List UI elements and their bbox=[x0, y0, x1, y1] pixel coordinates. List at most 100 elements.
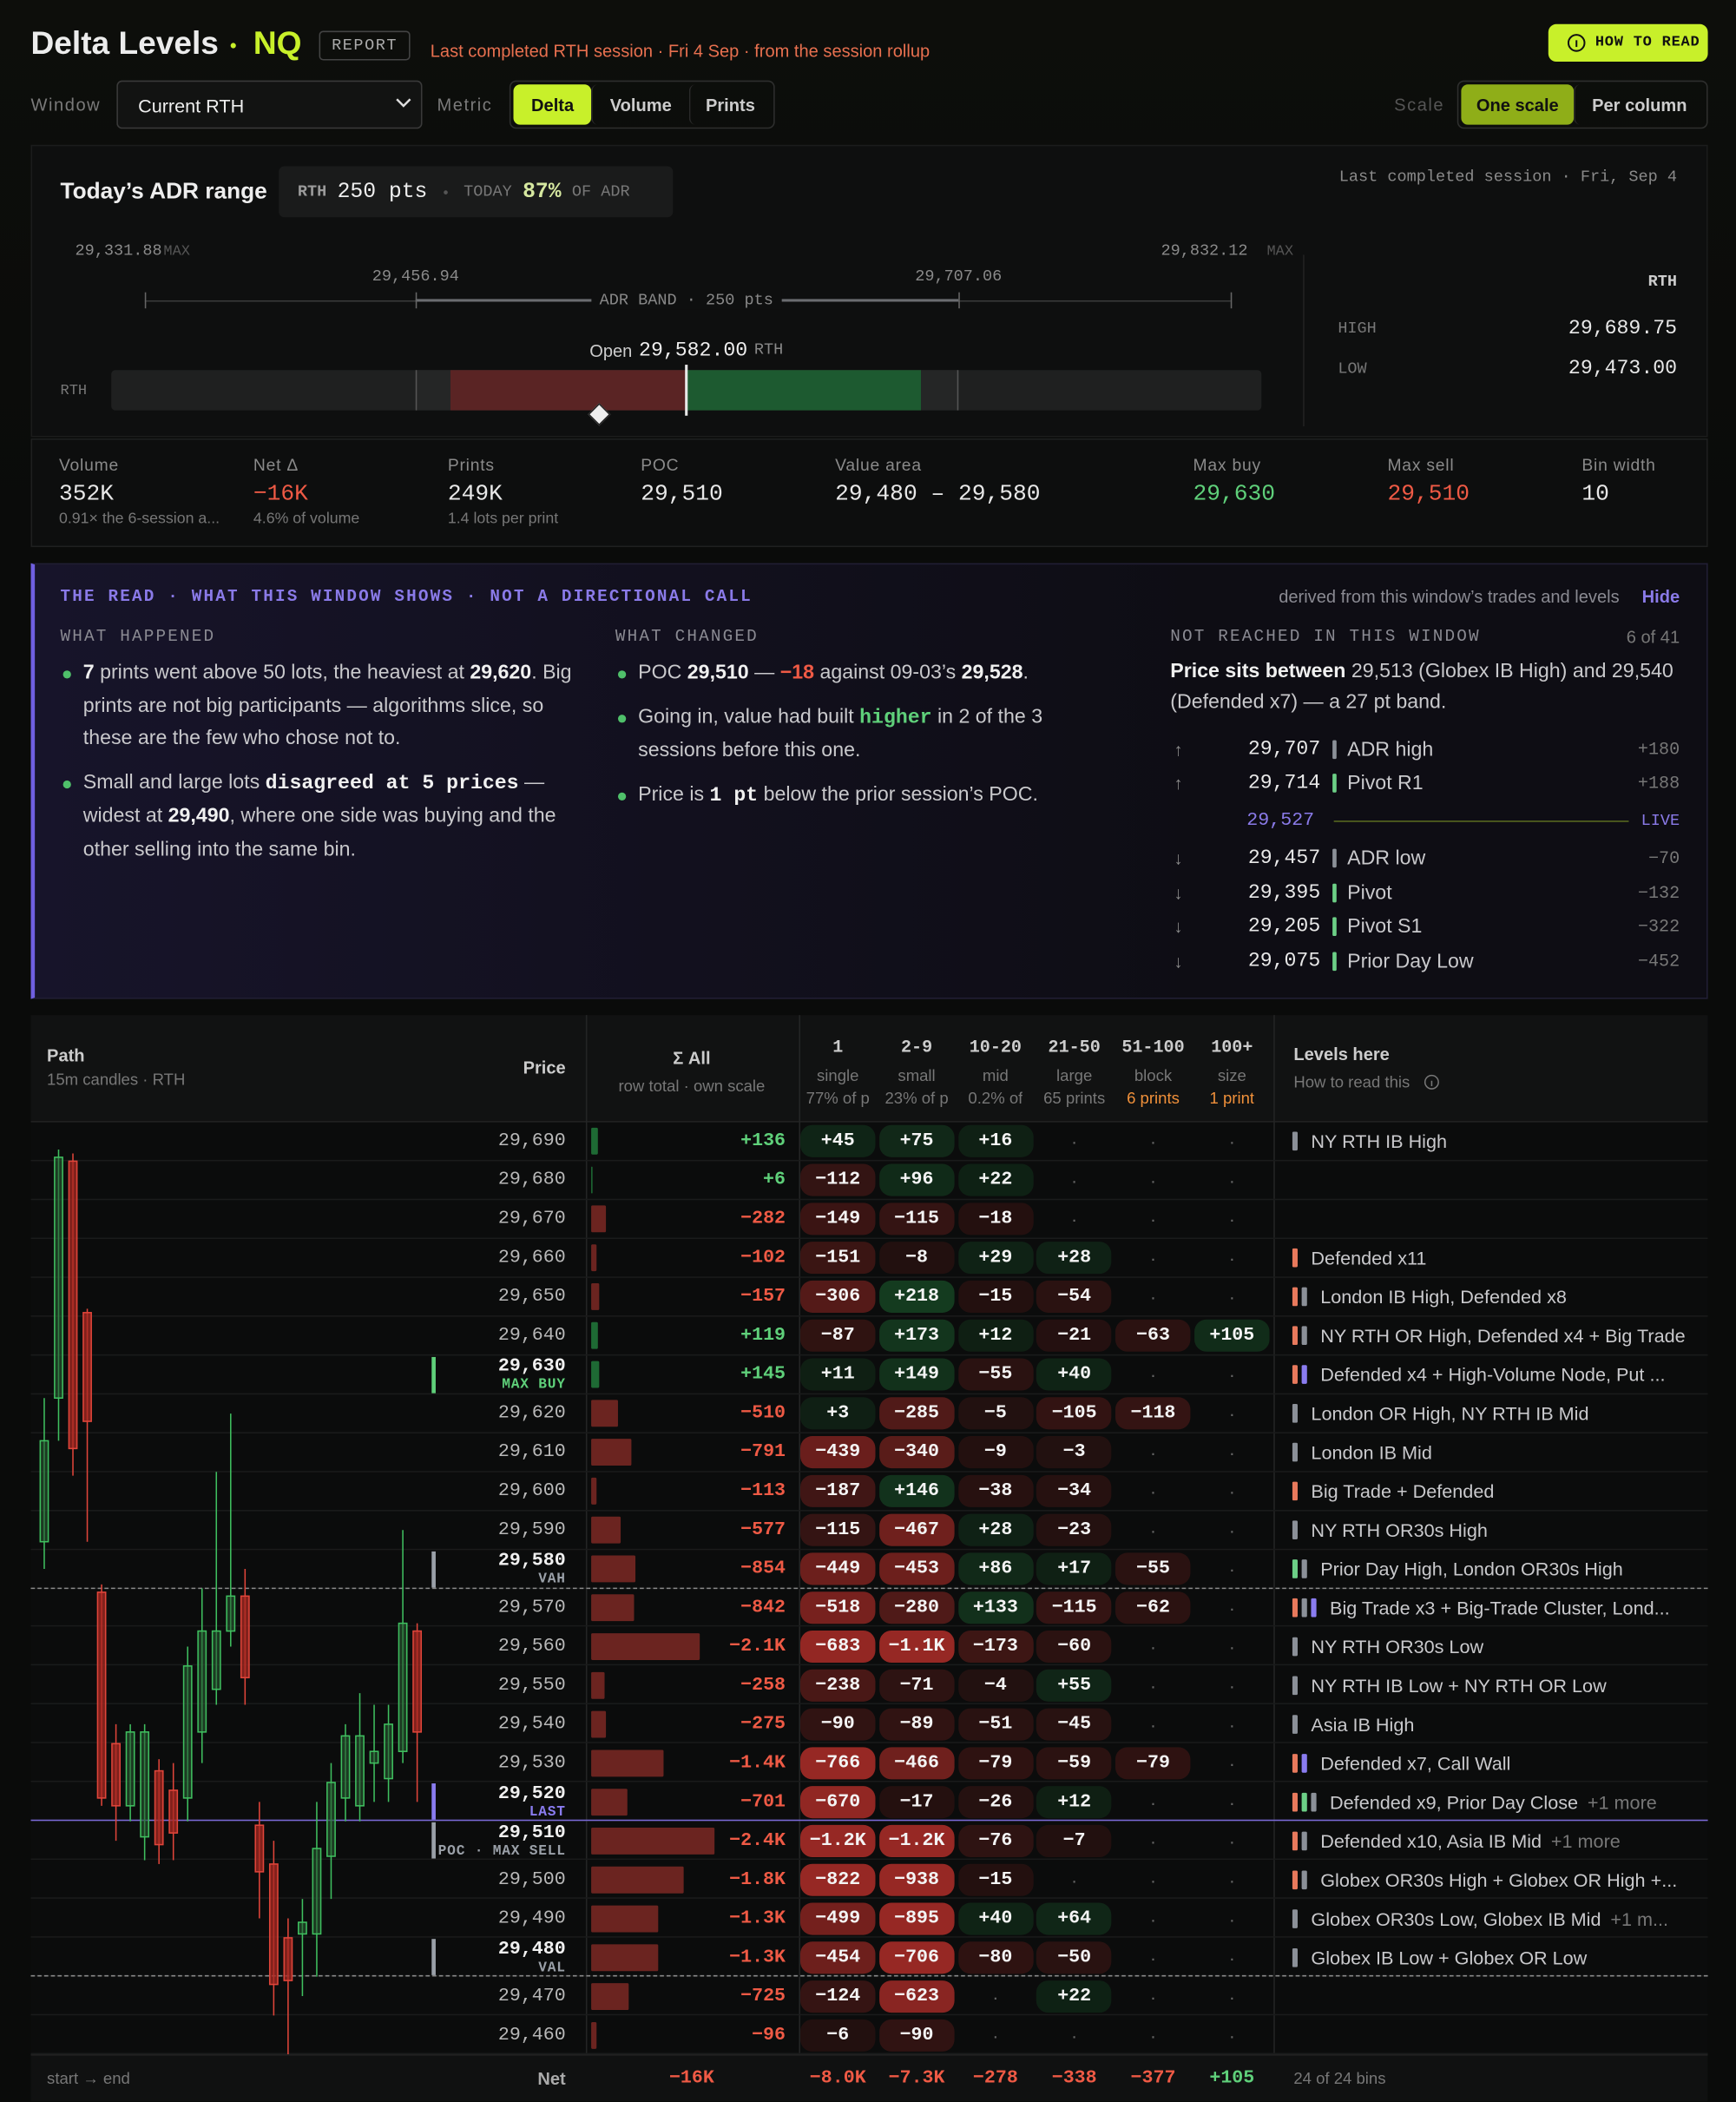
scale-button[interactable]: One scale bbox=[1461, 84, 1575, 125]
empty-cell: · bbox=[1071, 1130, 1078, 1153]
level-name: ADR high bbox=[1347, 738, 1434, 761]
empty-cell: · bbox=[992, 2024, 999, 2046]
text-segment: 29,513 (Globex IB High) and 29,540 (Defe… bbox=[1170, 659, 1674, 714]
info-icon bbox=[1567, 34, 1586, 52]
level-more: +1 more bbox=[1587, 1791, 1657, 1813]
cell: +133 bbox=[957, 1591, 1034, 1624]
window-select[interactable]: Current RTH bbox=[116, 80, 423, 129]
cell: +22 bbox=[1036, 1980, 1112, 2013]
empty-cell: · bbox=[1228, 2024, 1235, 2046]
row-tag: POC · MAX SELL bbox=[437, 1843, 566, 1860]
cell-value: +86 bbox=[978, 1558, 1013, 1580]
row-line bbox=[30, 1664, 1708, 1666]
rth-label: RTH bbox=[297, 182, 327, 201]
cell: −15 bbox=[957, 1281, 1034, 1314]
footer-cell: +105 bbox=[1209, 2067, 1255, 2090]
empty-cell: · bbox=[1149, 1364, 1157, 1386]
cell: −51 bbox=[957, 1708, 1034, 1741]
cell-value: −15 bbox=[978, 1286, 1013, 1308]
row-indicator bbox=[431, 1783, 436, 1821]
cell-value: −112 bbox=[815, 1170, 861, 1192]
read-hide[interactable]: Hide bbox=[1641, 586, 1680, 607]
cell: +17 bbox=[1036, 1552, 1112, 1585]
cell-value: −45 bbox=[1057, 1713, 1092, 1736]
total-bar bbox=[591, 1905, 659, 1932]
row-total: −258 bbox=[740, 1674, 786, 1697]
metric-button[interactable]: Prints bbox=[688, 84, 771, 125]
cell-value: +45 bbox=[820, 1130, 855, 1153]
low-value: 29,473.00 bbox=[1568, 357, 1678, 380]
text-segment: prints went above 50 lots, the heaviest … bbox=[94, 661, 470, 684]
how-to-read-button[interactable]: HOW TO READ bbox=[1548, 23, 1708, 63]
levels-cell: London IB High, Defended x8 bbox=[1292, 1283, 1701, 1310]
empty-cell: · bbox=[1228, 1868, 1235, 1891]
column-note: 77% of p bbox=[806, 1089, 870, 1108]
metric-button[interactable]: Delta bbox=[513, 84, 592, 125]
cell-value: −105 bbox=[1051, 1402, 1097, 1425]
cell-value: −34 bbox=[1057, 1480, 1092, 1502]
cell: −62 bbox=[1115, 1591, 1191, 1624]
empty-cell: · bbox=[1149, 1441, 1157, 1464]
total-bar bbox=[591, 1982, 628, 2010]
levels-sub[interactable]: How to read this bbox=[1293, 1072, 1410, 1092]
cell: +75 bbox=[878, 1125, 955, 1158]
metric-button[interactable]: Volume bbox=[591, 84, 689, 125]
row-total: −854 bbox=[740, 1558, 786, 1580]
column-name: mid bbox=[982, 1065, 1009, 1085]
cell-value: +96 bbox=[899, 1170, 934, 1192]
low-label: LOW bbox=[1338, 359, 1367, 379]
column-name: small bbox=[898, 1065, 936, 1085]
stat-value: 249K bbox=[447, 482, 503, 508]
empty-cell: · bbox=[1228, 1636, 1235, 1657]
cell: −63 bbox=[1115, 1320, 1191, 1353]
level-marker bbox=[1292, 1326, 1298, 1346]
total-bar bbox=[591, 1128, 599, 1156]
cell-value: +55 bbox=[1057, 1674, 1092, 1697]
candle-body bbox=[68, 1160, 78, 1450]
live-label: LIVE bbox=[1641, 811, 1680, 830]
cell-value: −683 bbox=[815, 1636, 861, 1657]
footer-net: Net bbox=[537, 2068, 566, 2089]
cell: +218 bbox=[878, 1281, 955, 1314]
row-line bbox=[30, 1354, 1708, 1356]
scale-button[interactable]: Per column bbox=[1574, 84, 1704, 125]
read-panel bbox=[30, 563, 1708, 999]
level-marker bbox=[1292, 1792, 1298, 1812]
cell-value: −453 bbox=[894, 1558, 939, 1580]
level-marker bbox=[1332, 952, 1337, 972]
rth-value: 250 pts bbox=[337, 179, 428, 204]
total-bar bbox=[591, 1594, 635, 1622]
stat-label: Prints bbox=[447, 456, 495, 475]
text-segment: — widest at bbox=[82, 770, 545, 827]
up-segment bbox=[686, 370, 922, 411]
footer-cell: −377 bbox=[1130, 2067, 1176, 2090]
cell-value: +40 bbox=[1057, 1364, 1092, 1386]
table-footer bbox=[30, 2054, 1708, 2102]
level-text: Prior Day High, London OR30s High bbox=[1320, 1558, 1623, 1580]
text-segment: Going in, value had built bbox=[638, 704, 860, 728]
row-price: 29,560 bbox=[497, 1636, 566, 1657]
text-segment: against 09-03’s bbox=[814, 661, 962, 684]
cell: −18 bbox=[957, 1203, 1034, 1236]
cell: −7 bbox=[1036, 1824, 1112, 1857]
range-tick bbox=[958, 292, 960, 309]
levels-cell: Asia IB High bbox=[1292, 1710, 1701, 1737]
column-head: 51-100 bbox=[1121, 1037, 1185, 1058]
row-total: −282 bbox=[740, 1209, 786, 1230]
cell: −45 bbox=[1036, 1708, 1112, 1741]
column-name: single bbox=[817, 1065, 859, 1085]
candle-body bbox=[412, 1630, 423, 1733]
cell: +28 bbox=[1036, 1242, 1112, 1275]
row-line bbox=[30, 1509, 1708, 1511]
cell: −467 bbox=[878, 1513, 955, 1546]
row-price: 29,500 bbox=[497, 1868, 566, 1891]
row-price: 29,610 bbox=[497, 1441, 566, 1464]
cell: +105 bbox=[1194, 1320, 1270, 1353]
cell-value: +12 bbox=[1057, 1791, 1092, 1813]
cell-value: −285 bbox=[894, 1402, 939, 1425]
row-total: −102 bbox=[740, 1247, 786, 1269]
cell-value: −63 bbox=[1136, 1325, 1170, 1347]
cell-value: −71 bbox=[899, 1674, 934, 1697]
level-text: Defended x10, Asia IB Mid bbox=[1320, 1829, 1542, 1852]
side-header: RTH bbox=[1647, 272, 1678, 292]
